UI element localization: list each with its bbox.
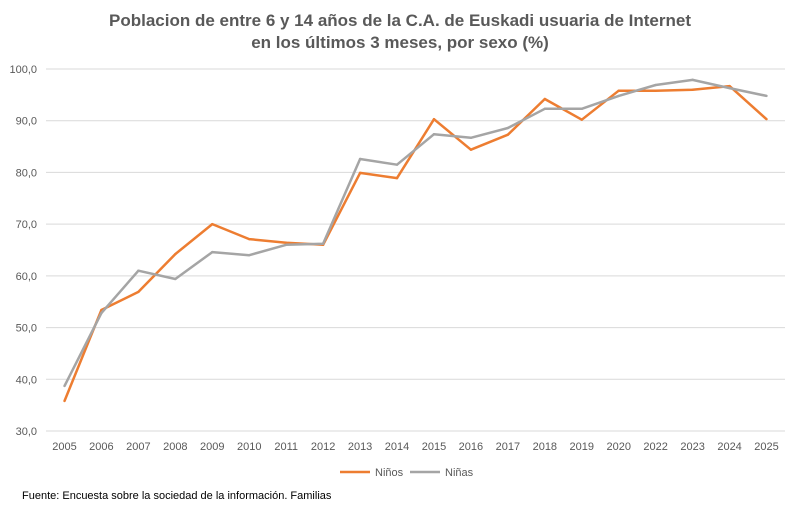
x-tick-label: 2016 — [459, 441, 483, 453]
data-point — [358, 171, 362, 175]
data-point — [765, 94, 768, 98]
y-tick-label: 30,0 — [16, 426, 37, 438]
data-point — [432, 117, 436, 121]
data-point — [728, 84, 731, 88]
legend-label: Niños — [375, 467, 404, 479]
y-tick-label: 70,0 — [16, 219, 37, 231]
data-point — [469, 136, 473, 139]
x-tick-label: 2007 — [126, 441, 150, 453]
data-point — [248, 253, 251, 257]
chart-title-line2: en los últimos 3 meses, por sexo (%) — [251, 33, 549, 52]
x-tick-label: 2025 — [754, 441, 778, 453]
x-tick-label: 2015 — [422, 441, 446, 453]
x-tick-label: 2008 — [163, 441, 187, 453]
data-point — [174, 252, 177, 256]
chart-title-line1: Poblacion de entre 6 y 14 años de la C.A… — [109, 11, 691, 30]
data-point — [321, 242, 325, 245]
data-point — [617, 89, 620, 92]
data-point — [432, 132, 436, 136]
x-tick-label: 2019 — [570, 441, 594, 453]
data-point — [469, 148, 473, 151]
data-point — [691, 88, 694, 91]
data-point — [506, 133, 510, 136]
legend-label: Niñas — [445, 467, 474, 479]
x-tick-label: 2023 — [680, 441, 704, 453]
source-note: Fuente: Encuesta sobre la sociedad de la… — [22, 490, 332, 502]
y-tick-label: 100,0 — [9, 64, 37, 76]
data-point — [654, 89, 657, 92]
data-point — [358, 157, 362, 161]
data-point — [137, 290, 140, 294]
data-point — [543, 107, 547, 111]
y-tick-label: 90,0 — [16, 116, 37, 128]
data-point — [654, 83, 657, 87]
y-tick-label: 60,0 — [16, 271, 37, 283]
y-tick-label: 50,0 — [16, 323, 37, 335]
data-point — [543, 97, 547, 101]
x-tick-label: 2012 — [311, 441, 335, 453]
data-point — [395, 176, 399, 180]
x-tick-label: 2020 — [606, 441, 630, 453]
x-tick-label: 2017 — [496, 441, 520, 453]
data-point — [728, 86, 731, 90]
data-point — [174, 277, 177, 281]
series-line-ninos — [63, 84, 768, 402]
data-point — [580, 118, 583, 121]
data-point — [617, 94, 620, 98]
data-point — [765, 117, 768, 121]
data-point — [284, 243, 288, 247]
data-point — [63, 384, 66, 388]
data-point — [211, 222, 214, 226]
x-tick-label: 2014 — [385, 441, 409, 453]
x-tick-label: 2018 — [533, 441, 557, 453]
data-point — [506, 126, 510, 130]
y-tick-label: 80,0 — [16, 167, 37, 179]
x-tick-label: 2006 — [89, 441, 113, 453]
data-point — [211, 250, 214, 254]
chart-title: Poblacion de entre 6 y 14 años de la C.A… — [0, 10, 800, 54]
x-tick-label: 2005 — [52, 441, 76, 453]
x-tick-label: 2022 — [643, 441, 667, 453]
data-point — [395, 163, 399, 166]
data-point — [580, 107, 583, 111]
series-line-ninas — [63, 78, 767, 387]
x-tick-label: 2024 — [717, 441, 741, 453]
data-point — [691, 78, 694, 82]
data-point — [100, 311, 103, 315]
x-tick-label: 2009 — [200, 441, 224, 453]
x-tick-label: 2010 — [237, 441, 261, 453]
data-point — [63, 399, 66, 403]
x-tick-label: 2013 — [348, 441, 372, 453]
data-point — [248, 237, 251, 241]
x-tick-label: 2011 — [274, 441, 298, 453]
y-tick-label: 40,0 — [16, 374, 37, 386]
data-point — [137, 269, 140, 272]
data-point — [284, 241, 288, 244]
